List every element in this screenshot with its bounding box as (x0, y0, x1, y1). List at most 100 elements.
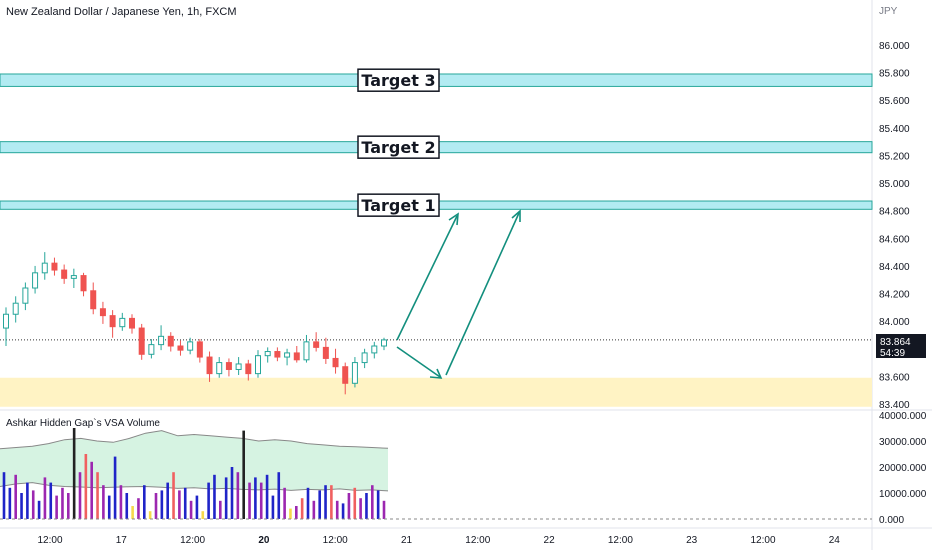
candle (109, 310, 116, 338)
target-label: Target 2 (357, 135, 440, 159)
target-label: Target 3 (357, 68, 440, 92)
volume-bar (195, 495, 199, 519)
indicator-title[interactable]: Ashkar Hidden Gap`s VSA Volume (6, 417, 160, 429)
candle (187, 337, 194, 355)
candle (381, 337, 387, 351)
target-zone[interactable]: Target 1 (0, 193, 873, 217)
arrow-to-support[interactable] (396, 346, 441, 378)
candle (216, 357, 223, 378)
volume-bar (306, 487, 310, 519)
volume-bar (160, 490, 164, 519)
volume-tick-label: 40000.000 (879, 411, 927, 422)
volume-bar (37, 500, 41, 519)
candle (177, 340, 184, 356)
price-tick-label: 86.000 (879, 41, 910, 52)
target-label: Target 1 (357, 193, 440, 217)
volume-upper-band (0, 430, 389, 450)
candle (303, 334, 310, 363)
volume-axis: 40000.000 30000.000 20000.000 10000.000 0.00… (879, 411, 927, 526)
time-tick-label: 12:00 (37, 535, 62, 546)
volume-bar (335, 500, 339, 519)
candle (361, 348, 368, 369)
symbol-title[interactable]: New Zealand Dollar / Japanese Yen, 1h, F… (6, 6, 237, 18)
volume-bar (131, 506, 134, 519)
volume-bar (289, 508, 292, 519)
volume-bar (353, 487, 357, 519)
volume-bar (67, 493, 70, 519)
candle (371, 341, 378, 359)
candles (3, 252, 387, 395)
volume-bar (312, 500, 316, 519)
last-price-value: 83.864 (880, 337, 911, 348)
support-zone[interactable] (0, 377, 872, 407)
volume-bar (341, 503, 345, 519)
candle (225, 358, 232, 377)
price-tick-label: 84.800 (879, 207, 910, 218)
target-label-text: Target 1 (361, 196, 435, 215)
volume-bar (283, 487, 286, 519)
price-tick-label: 83.400 (879, 400, 910, 411)
volume-tick-label: 0.000 (879, 515, 904, 526)
volume-bar (213, 474, 216, 519)
price-tick-label: 85.200 (879, 151, 910, 162)
volume-bar (61, 487, 64, 519)
volume-lower-band (0, 482, 389, 492)
time-tick-label: 12:00 (750, 535, 775, 546)
volume-bar (178, 490, 181, 519)
volume-bar (119, 485, 123, 519)
candle (12, 296, 19, 323)
candle (245, 359, 252, 381)
volume-bar (382, 500, 386, 519)
price-tick-label: 84.000 (879, 317, 910, 328)
volume-bar (347, 493, 351, 519)
volume-bar (137, 498, 140, 519)
projection-arrows (396, 209, 521, 379)
volume-bar (78, 472, 82, 519)
volume-tick-label: 30000.000 (879, 437, 927, 448)
volume-bar (166, 482, 169, 519)
volume-bar (113, 456, 117, 519)
volume-bar (26, 482, 29, 519)
price-tick-label: 84.400 (879, 262, 910, 273)
volume-bar (102, 485, 105, 519)
volume-bar (96, 472, 99, 519)
volume-bar (49, 482, 53, 519)
candle (129, 314, 135, 334)
time-tick-label: 12:00 (608, 535, 633, 546)
candle (70, 268, 77, 289)
volume-pane (0, 428, 389, 519)
candle (138, 323, 145, 360)
candle (264, 347, 271, 363)
time-tick-label: 24 (829, 535, 841, 546)
candle (61, 264, 68, 284)
target-zone[interactable]: Target 2 (0, 135, 873, 159)
target-zone[interactable]: Target 3 (0, 68, 873, 92)
arrow-head-icon (448, 212, 459, 226)
candle (32, 265, 39, 294)
volume-bar (300, 498, 304, 519)
volume-bar (143, 485, 146, 519)
price-axis[interactable]: 86.000 85.800 85.600 85.400 85.200 85.000 84.8… (879, 41, 910, 411)
volume-tick-label: 10000.000 (879, 489, 927, 500)
volume-bar (376, 490, 380, 519)
candle (235, 357, 242, 376)
volume-bar (55, 495, 58, 519)
currency-label: JPY (879, 6, 898, 17)
volume-bar (371, 485, 374, 519)
time-tick-label: 17 (116, 535, 128, 546)
time-axis[interactable]: 12:00 17 12:00 20 12:00 21 12:00 22 12:00 23 12:00… (37, 535, 840, 546)
time-tick-label: 20 (258, 535, 270, 546)
volume-bar (254, 477, 257, 519)
candle (99, 301, 106, 324)
volume-bar (236, 472, 240, 519)
candle (351, 357, 358, 388)
volume-bar (324, 485, 327, 519)
candle (51, 257, 58, 276)
price-tick-label: 83.600 (879, 372, 910, 383)
volume-bar (207, 482, 210, 519)
volume-bar (277, 472, 281, 519)
arrow-to-target-1[interactable] (396, 215, 458, 341)
price-tick-label: 84.600 (879, 234, 910, 245)
arrow-to-target-1-second[interactable] (445, 212, 520, 376)
